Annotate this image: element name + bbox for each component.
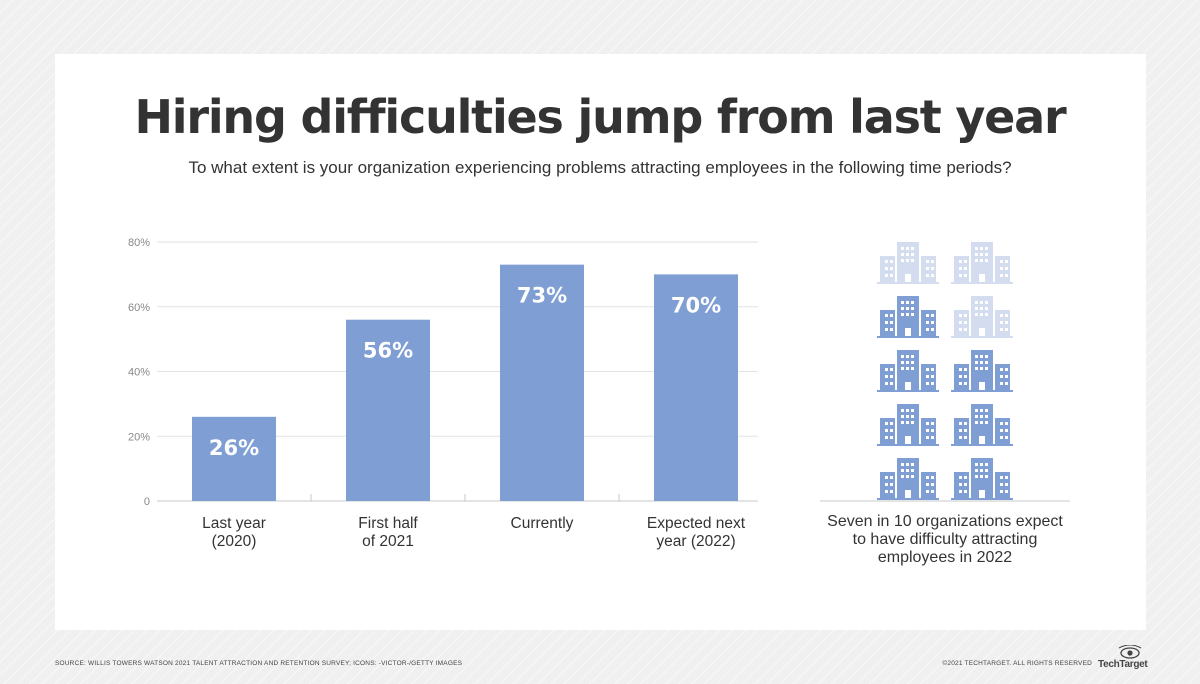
chart-title: Hiring difficulties jump from last year (134, 90, 1067, 144)
office-building-icon (951, 404, 1013, 446)
content-card (55, 54, 1146, 630)
bar-value-label: 70% (671, 293, 721, 317)
office-building-icon (951, 242, 1013, 284)
office-building-icon (877, 350, 939, 392)
y-tick-label: 20% (128, 431, 150, 443)
office-building-icon (877, 296, 939, 338)
y-tick-label: 80% (128, 237, 150, 249)
logo-text: TechTarget (1098, 659, 1148, 670)
techtarget-logo: TechTarget (1098, 645, 1148, 675)
y-tick-label: 40% (128, 367, 150, 379)
office-building-icon (951, 296, 1013, 338)
bar (500, 264, 584, 501)
bar (654, 274, 738, 501)
source-note: SOURCE: WILLIS TOWERS WATSON 2021 TALENT… (55, 660, 463, 667)
icon-grid-caption: Seven in 10 organizations expect to have… (827, 513, 1063, 566)
bar-value-label: 26% (209, 436, 259, 460)
x-category-label: First half (358, 515, 418, 532)
office-building-icon (877, 404, 939, 446)
x-category-label: (2020) (212, 533, 257, 550)
x-category-label: Currently (511, 515, 574, 532)
y-tick-label: 0 (144, 496, 150, 508)
x-category-label: of 2021 (362, 533, 414, 550)
x-category-label: Last year (202, 515, 266, 532)
bar-value-label: 56% (363, 339, 413, 363)
office-building-icon (877, 458, 939, 500)
x-category-label: year (2022) (656, 533, 735, 550)
x-category-label: Expected next (647, 515, 746, 532)
eye-icon (1118, 645, 1142, 659)
office-building-icon (951, 458, 1013, 500)
chart-subtitle: To what extent is your organization expe… (188, 158, 1012, 177)
bar-value-label: 73% (517, 284, 567, 308)
bar (346, 319, 430, 501)
copyright-note: ©2021 TECHTARGET. ALL RIGHTS RESERVED (942, 660, 1092, 667)
office-building-icon (951, 350, 1013, 392)
office-building-icon (877, 242, 939, 284)
y-tick-label: 60% (128, 302, 150, 314)
bar (192, 416, 276, 501)
